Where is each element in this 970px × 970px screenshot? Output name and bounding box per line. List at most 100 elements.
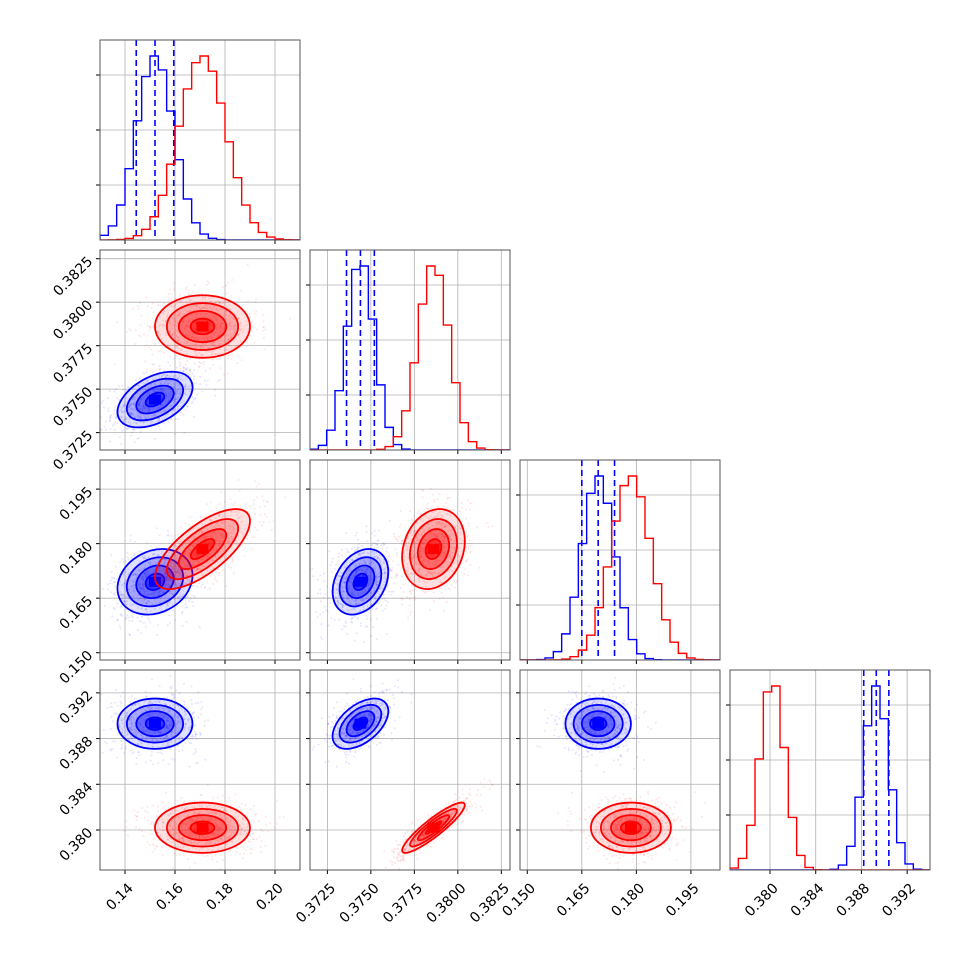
scatter-point xyxy=(168,355,171,358)
scatter-point xyxy=(166,374,169,377)
scatter-point xyxy=(148,731,151,734)
scatter-point xyxy=(211,559,214,562)
scatter-point xyxy=(366,617,369,620)
scatter-point xyxy=(410,572,413,575)
scatter-point xyxy=(170,333,173,336)
scatter-point xyxy=(202,574,205,577)
scatter-point xyxy=(116,422,119,425)
scatter-point xyxy=(139,740,142,743)
scatter-point xyxy=(133,441,136,444)
scatter-point xyxy=(446,524,449,527)
scatter-point xyxy=(139,632,142,635)
scatter-point xyxy=(139,413,142,416)
scatter-point xyxy=(113,740,116,743)
scatter-point xyxy=(357,616,360,619)
scatter-point xyxy=(215,580,218,583)
scatter-point xyxy=(195,738,198,741)
scatter-point xyxy=(186,533,189,536)
scatter-point xyxy=(173,387,176,390)
scatter-point xyxy=(146,409,149,412)
scatter-point xyxy=(425,574,428,577)
scatter-point xyxy=(149,561,152,564)
scatter-point xyxy=(180,374,183,377)
scatter-point xyxy=(190,336,193,339)
scatter-point xyxy=(162,312,165,315)
scatter-point xyxy=(367,579,370,582)
scatter-point xyxy=(97,719,99,721)
scatter-point xyxy=(131,428,134,431)
scatter-point xyxy=(439,587,442,590)
scatter-point xyxy=(343,582,346,585)
scatter-point xyxy=(214,319,217,322)
scatter-point xyxy=(164,745,167,748)
panel-frame xyxy=(99,459,301,661)
scatter-point xyxy=(191,318,194,321)
scatter-point xyxy=(193,378,196,381)
scatter-point xyxy=(132,396,135,399)
scatter-point xyxy=(233,323,236,326)
scatter-point xyxy=(182,325,185,328)
scatter-point xyxy=(167,395,170,398)
scatter-point xyxy=(316,616,319,619)
scatter-point xyxy=(160,552,163,555)
scatter-point xyxy=(386,547,389,550)
scatter-point xyxy=(387,560,390,563)
scatter-point xyxy=(114,585,117,588)
scatter-point xyxy=(170,685,173,688)
scatter-point xyxy=(221,536,224,539)
scatter-point xyxy=(330,617,333,620)
scatter-point xyxy=(186,324,189,327)
scatter-point xyxy=(156,569,159,572)
scatter-point xyxy=(143,457,145,459)
scatter-point xyxy=(440,592,443,595)
scatter-point xyxy=(124,560,127,563)
scatter-point xyxy=(203,295,206,298)
scatter-point xyxy=(231,557,234,560)
scatter-point xyxy=(209,575,212,578)
scatter-point xyxy=(436,536,439,539)
scatter-point xyxy=(169,735,172,738)
scatter-point xyxy=(147,714,150,717)
scatter-point xyxy=(135,422,138,425)
scatter-point xyxy=(217,543,220,546)
scatter-point xyxy=(153,556,156,559)
scatter-point xyxy=(411,557,414,560)
scatter-point xyxy=(145,729,148,732)
scatter-point xyxy=(424,515,427,518)
scatter-point xyxy=(453,586,456,589)
scatter-point xyxy=(353,608,356,611)
scatter-point xyxy=(176,321,179,324)
scatter-point xyxy=(178,573,181,576)
scatter-point xyxy=(118,726,121,729)
scatter-point xyxy=(224,348,227,351)
scatter-point xyxy=(211,358,214,361)
scatter-point xyxy=(375,579,378,582)
scatter-point xyxy=(131,704,134,707)
scatter-point xyxy=(192,561,195,564)
scatter-point xyxy=(375,581,378,584)
scatter-point xyxy=(222,507,225,510)
scatter-point xyxy=(157,350,160,353)
scatter-point xyxy=(376,580,379,583)
scatter-point xyxy=(390,570,393,573)
scatter-point xyxy=(135,762,138,765)
scatter-point xyxy=(218,302,221,305)
scatter-point xyxy=(124,714,127,717)
scatter-point xyxy=(228,318,231,321)
scatter-point xyxy=(158,374,161,377)
scatter-point xyxy=(324,593,327,596)
scatter-point xyxy=(345,622,348,625)
scatter-point xyxy=(209,305,212,308)
scatter-point xyxy=(434,562,437,565)
scatter-point xyxy=(142,397,145,400)
scatter-point xyxy=(179,349,182,352)
scatter-point xyxy=(194,344,197,347)
scatter-point xyxy=(214,578,217,581)
scatter-point xyxy=(341,587,344,590)
scatter-point xyxy=(239,521,242,524)
scatter-point xyxy=(152,378,155,381)
scatter-point xyxy=(403,555,406,558)
scatter-point xyxy=(171,375,174,378)
scatter-point xyxy=(178,593,181,596)
scatter-point xyxy=(142,726,145,729)
